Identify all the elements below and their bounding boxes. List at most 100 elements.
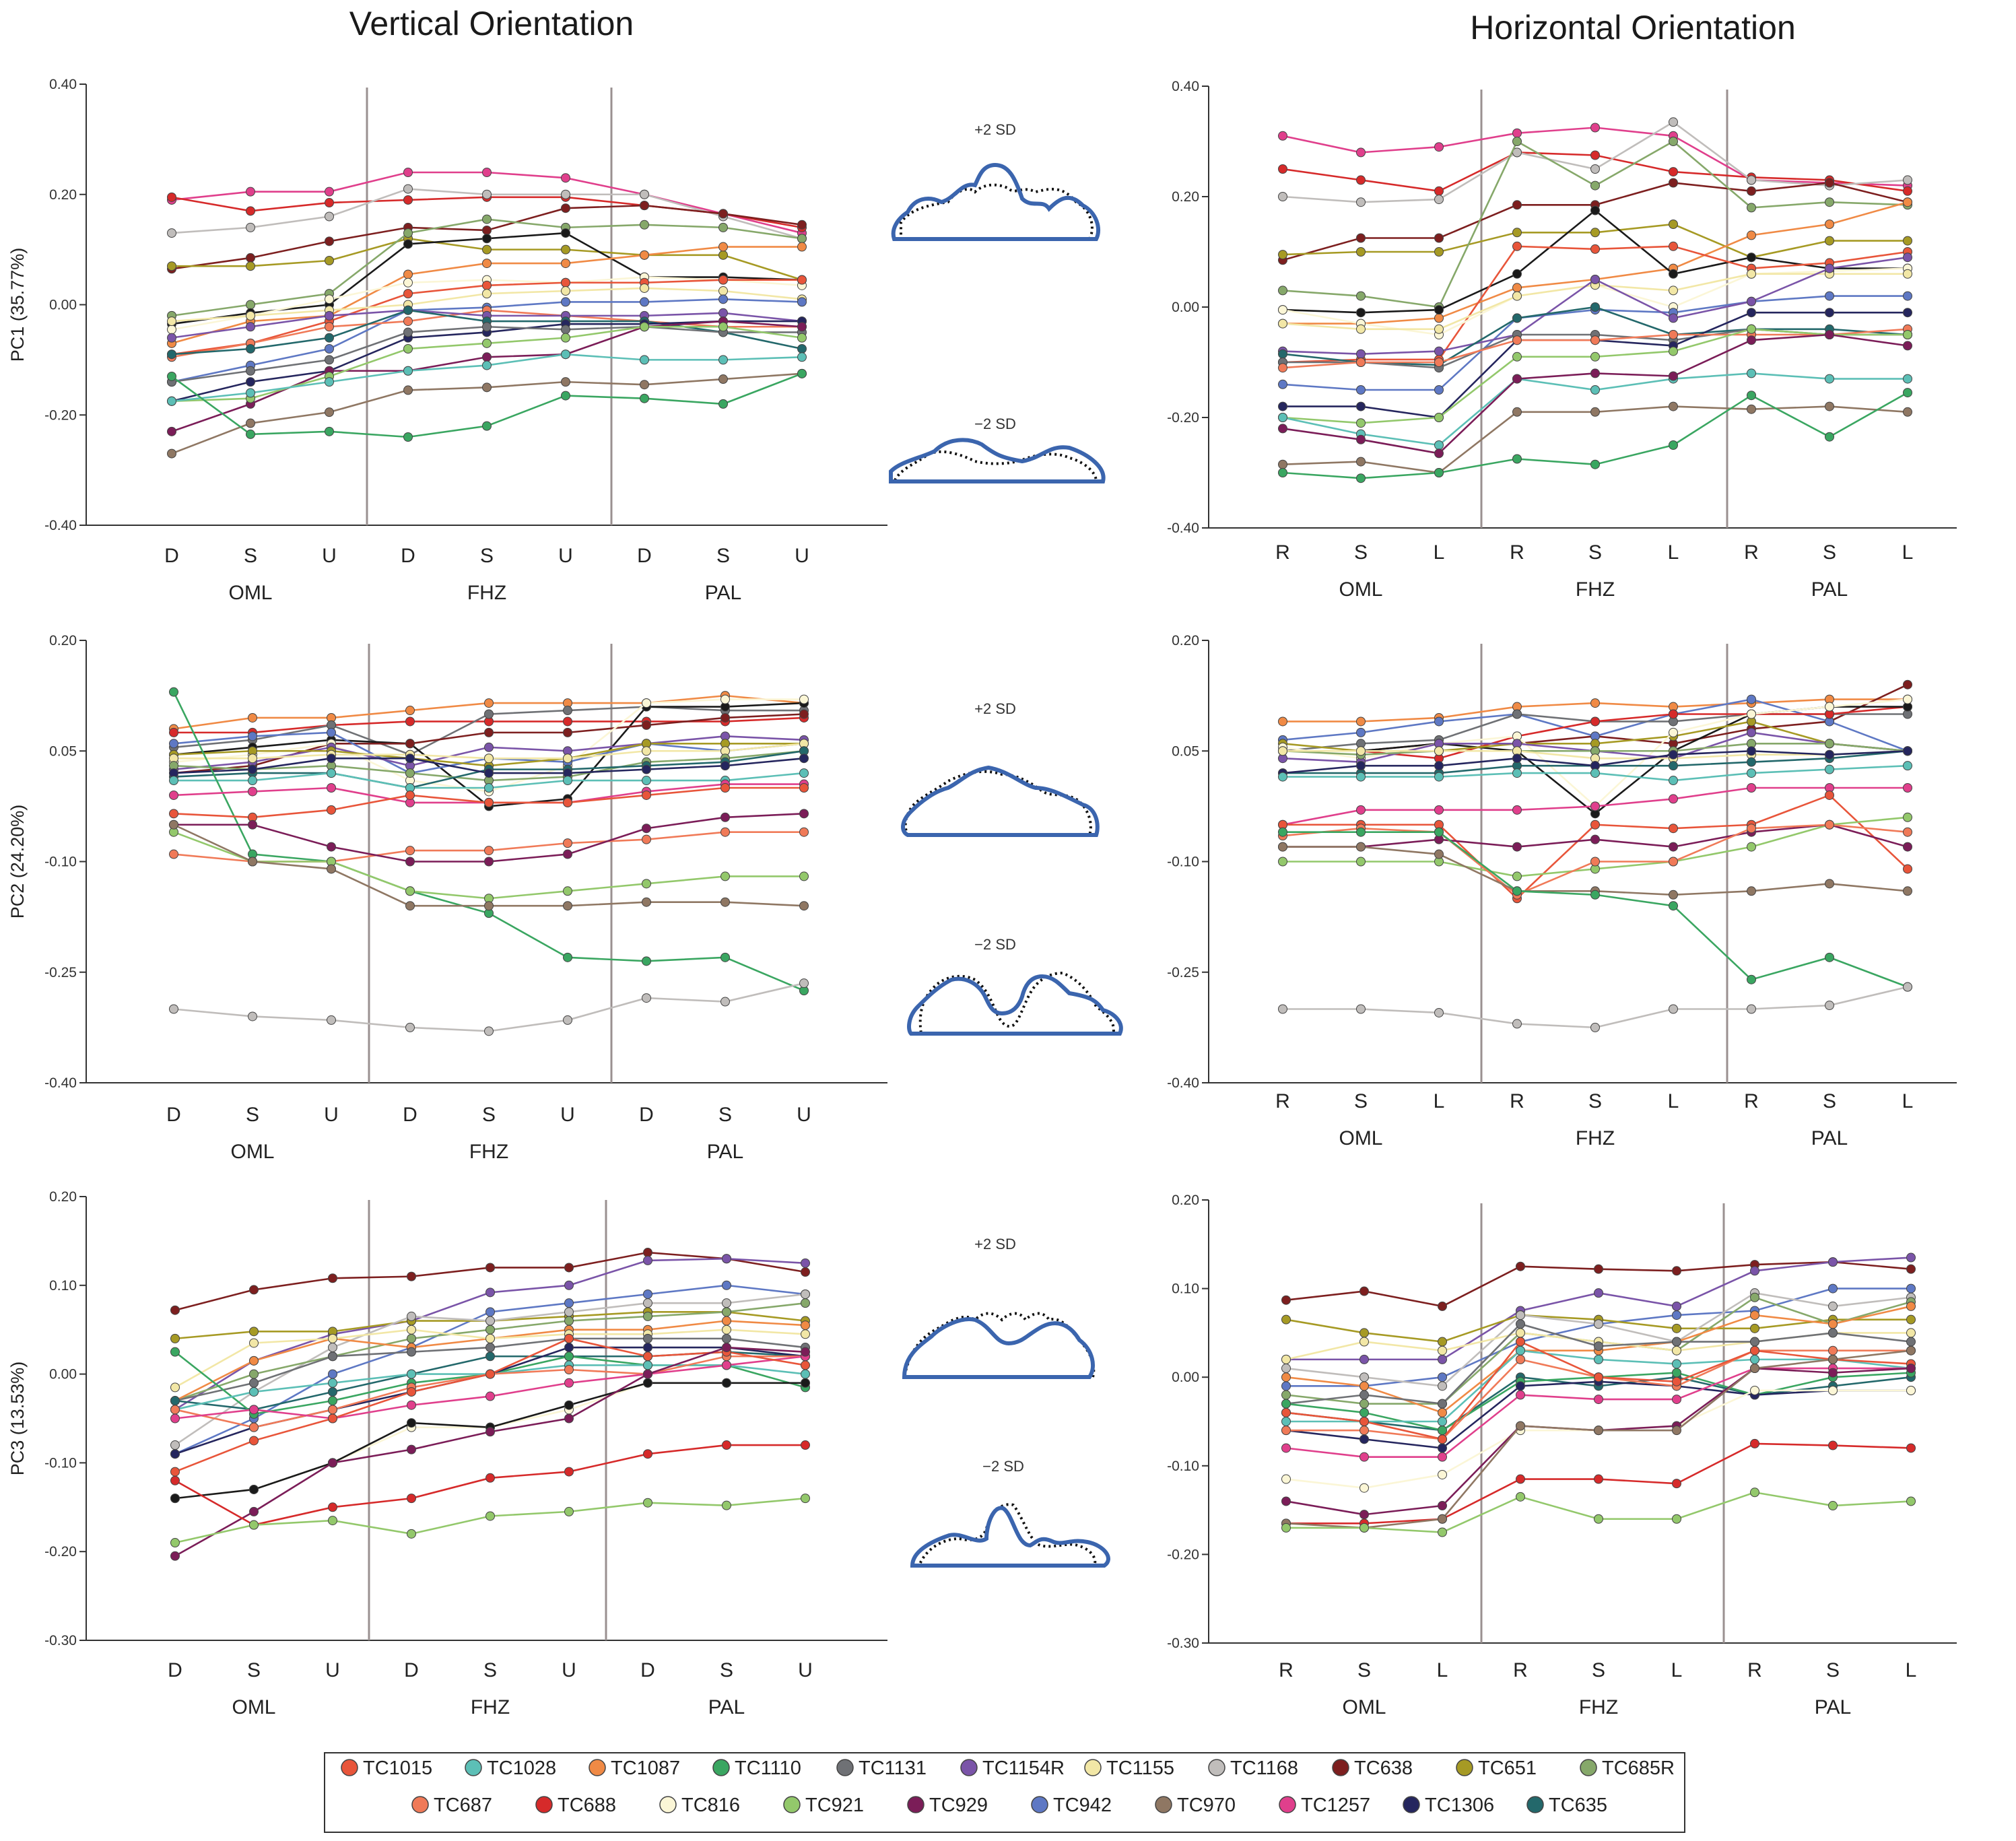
data-point bbox=[1590, 368, 1600, 378]
data-point bbox=[718, 242, 728, 252]
data-point bbox=[170, 1347, 180, 1357]
data-point bbox=[482, 421, 492, 431]
group-label: FHZ bbox=[471, 1696, 510, 1718]
data-point bbox=[1434, 233, 1444, 243]
data-point bbox=[325, 355, 334, 365]
data-point bbox=[325, 294, 334, 304]
data-point bbox=[1669, 241, 1678, 251]
legend-swatch bbox=[341, 1759, 358, 1776]
data-point bbox=[328, 1516, 337, 1526]
data-point bbox=[325, 322, 334, 332]
data-point bbox=[249, 1327, 259, 1337]
data-point bbox=[405, 754, 415, 764]
data-point bbox=[1590, 857, 1600, 867]
data-point bbox=[1512, 269, 1522, 279]
data-point bbox=[720, 871, 730, 881]
data-point bbox=[328, 1396, 337, 1406]
legend-swatch bbox=[1084, 1759, 1102, 1776]
data-point bbox=[1903, 388, 1912, 398]
data-point bbox=[1906, 1328, 1916, 1338]
data-point bbox=[563, 838, 572, 848]
data-point bbox=[1356, 358, 1366, 367]
x-tick-label: S bbox=[246, 1104, 259, 1126]
legend-label: TC1306 bbox=[1425, 1795, 1494, 1816]
data-point bbox=[403, 385, 413, 395]
x-tick-label: R bbox=[1744, 541, 1759, 564]
legend-swatch bbox=[589, 1759, 606, 1776]
group-label: FHZ bbox=[467, 582, 506, 604]
data-point bbox=[1747, 368, 1756, 378]
data-point bbox=[482, 382, 492, 393]
group-label: OML bbox=[232, 1696, 275, 1718]
data-point bbox=[799, 827, 809, 837]
data-point bbox=[1590, 819, 1600, 830]
data-point bbox=[249, 1506, 259, 1516]
data-point bbox=[1356, 147, 1366, 158]
data-point bbox=[801, 1360, 810, 1370]
data-point bbox=[1903, 827, 1912, 837]
data-point bbox=[1828, 1283, 1838, 1294]
data-point bbox=[1672, 1266, 1681, 1276]
data-point bbox=[1906, 1252, 1916, 1263]
data-point bbox=[563, 706, 572, 716]
shape-tall-peak: +2 SD bbox=[891, 121, 1101, 241]
data-point bbox=[403, 316, 413, 327]
data-point bbox=[1356, 761, 1366, 771]
group-label: PAL bbox=[1811, 578, 1848, 601]
data-point bbox=[1903, 175, 1912, 185]
data-point bbox=[248, 776, 257, 786]
data-point bbox=[1747, 391, 1756, 401]
data-point bbox=[1669, 857, 1678, 867]
data-point bbox=[801, 1494, 810, 1504]
data-point bbox=[643, 1369, 652, 1379]
data-point bbox=[797, 297, 807, 307]
data-point bbox=[564, 1298, 574, 1308]
data-point bbox=[1903, 746, 1912, 756]
y-tick-label: 0.20 bbox=[49, 187, 77, 203]
data-point bbox=[1903, 269, 1912, 279]
data-point bbox=[1590, 385, 1600, 395]
data-point bbox=[1281, 1314, 1291, 1325]
data-point bbox=[1825, 702, 1834, 712]
legend-item: TC688 bbox=[535, 1795, 616, 1816]
data-point bbox=[246, 366, 255, 376]
data-point bbox=[1825, 308, 1834, 318]
data-point bbox=[246, 429, 255, 439]
series-TC1155 bbox=[1278, 269, 1912, 334]
data-point bbox=[1594, 1474, 1603, 1484]
legend-label: TC651 bbox=[1478, 1758, 1537, 1779]
data-point bbox=[1669, 178, 1678, 188]
data-point bbox=[328, 1386, 337, 1397]
x-tick-label: D bbox=[166, 1104, 181, 1126]
data-point bbox=[1434, 440, 1444, 450]
legend-label: TC1110 bbox=[735, 1758, 801, 1779]
data-point bbox=[1512, 200, 1522, 210]
data-point bbox=[1278, 857, 1287, 867]
data-point bbox=[1747, 296, 1756, 306]
data-point bbox=[1516, 1319, 1525, 1329]
data-point bbox=[485, 1287, 495, 1298]
series-TC1257 bbox=[1278, 783, 1912, 830]
data-point bbox=[1356, 457, 1366, 467]
data-point bbox=[1356, 746, 1366, 756]
data-point bbox=[170, 1494, 180, 1504]
data-point bbox=[1672, 1514, 1681, 1524]
legend-label: TC1131 bbox=[859, 1758, 927, 1779]
data-point bbox=[249, 1285, 259, 1295]
data-point bbox=[1359, 1381, 1369, 1391]
x-tick-label: S bbox=[1354, 1090, 1368, 1112]
data-point bbox=[564, 1351, 574, 1362]
data-point bbox=[1512, 283, 1522, 293]
data-point bbox=[1359, 1452, 1369, 1462]
data-point bbox=[1278, 379, 1287, 389]
data-point bbox=[246, 418, 255, 428]
legend-swatch bbox=[907, 1796, 925, 1813]
data-point bbox=[407, 1444, 416, 1454]
data-point bbox=[485, 1473, 495, 1483]
data-point bbox=[1672, 1301, 1681, 1311]
data-point bbox=[1278, 842, 1287, 852]
data-point bbox=[1669, 824, 1678, 834]
data-point bbox=[1438, 1381, 1447, 1391]
data-point bbox=[485, 1325, 495, 1335]
sd-label: +2 SD bbox=[974, 1236, 1016, 1252]
